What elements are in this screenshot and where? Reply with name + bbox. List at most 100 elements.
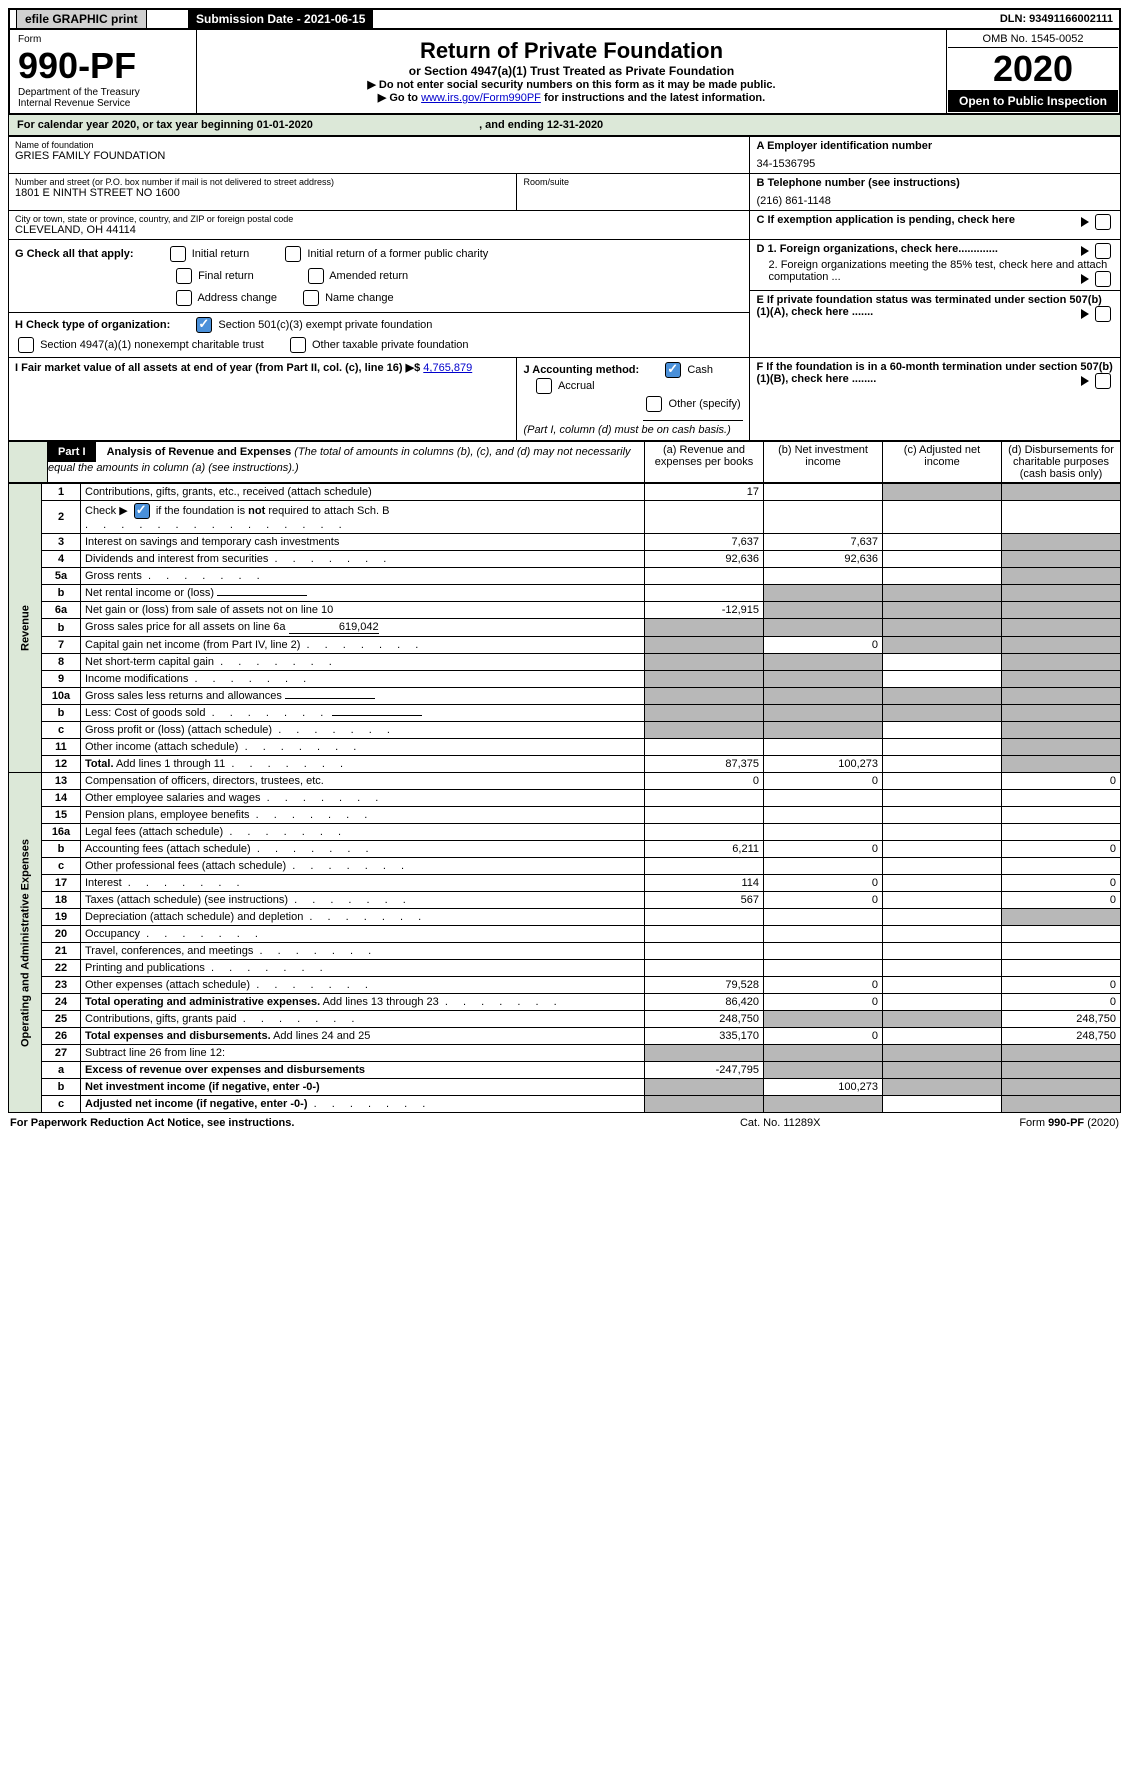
form-number: 990-PF bbox=[18, 45, 188, 87]
cell: 92,636 bbox=[645, 551, 764, 568]
row-desc: Interest on savings and temporary cash i… bbox=[81, 534, 645, 551]
cell: 79,528 bbox=[645, 977, 764, 994]
cell bbox=[764, 1096, 883, 1113]
cell bbox=[883, 1062, 1002, 1079]
d2-checkbox[interactable] bbox=[1095, 271, 1111, 287]
e-checkbox[interactable] bbox=[1095, 306, 1111, 322]
footer-mid: Cat. No. 11289X bbox=[682, 1115, 879, 1131]
j1-checkbox[interactable] bbox=[665, 362, 681, 378]
col-c: (c) Adjusted net income bbox=[883, 442, 1002, 483]
instr2-pre: ▶ Go to bbox=[378, 92, 421, 104]
table-row: 23Other expenses (attach schedule) . . .… bbox=[9, 977, 1121, 994]
irs: Internal Revenue Service bbox=[18, 98, 188, 109]
g1-label: Initial return bbox=[192, 248, 249, 260]
cell bbox=[645, 807, 764, 824]
table-row: 18Taxes (attach schedule) (see instructi… bbox=[9, 892, 1121, 909]
cy-mid: , and ending bbox=[479, 119, 547, 131]
table-row: 6aNet gain or (loss) from sale of assets… bbox=[9, 602, 1121, 619]
cell bbox=[883, 568, 1002, 585]
cell bbox=[764, 705, 883, 722]
f-checkbox[interactable] bbox=[1095, 373, 1111, 389]
row-desc: Net gain or (loss) from sale of assets n… bbox=[81, 602, 645, 619]
row-num: 4 bbox=[42, 551, 81, 568]
cell bbox=[883, 858, 1002, 875]
c-checkbox[interactable] bbox=[1095, 214, 1111, 230]
j2-checkbox[interactable] bbox=[536, 378, 552, 394]
row-desc: Dividends and interest from securities .… bbox=[81, 551, 645, 568]
open-public: Open to Public Inspection bbox=[948, 90, 1118, 112]
i-value[interactable]: 4,765,879 bbox=[423, 362, 472, 374]
row-desc: Printing and publications . . . . . . . bbox=[81, 960, 645, 977]
table-row: bNet investment income (if negative, ent… bbox=[9, 1079, 1121, 1096]
cell bbox=[764, 722, 883, 739]
g5-checkbox[interactable] bbox=[176, 290, 192, 306]
h-label: H Check type of organization: bbox=[15, 319, 170, 331]
cell bbox=[1002, 688, 1121, 705]
row-desc: Total operating and administrative expen… bbox=[81, 994, 645, 1011]
row-num: 8 bbox=[42, 654, 81, 671]
g3-label: Final return bbox=[198, 270, 254, 282]
cell bbox=[883, 943, 1002, 960]
table-row: 10aGross sales less returns and allowanc… bbox=[9, 688, 1121, 705]
cell bbox=[645, 654, 764, 671]
phone-label: B Telephone number (see instructions) bbox=[756, 177, 1114, 189]
cell bbox=[883, 688, 1002, 705]
cell: 6,211 bbox=[645, 841, 764, 858]
cell bbox=[883, 705, 1002, 722]
cell bbox=[883, 875, 1002, 892]
table-row: 22Printing and publications . . . . . . … bbox=[9, 960, 1121, 977]
entity-info: Name of foundation GRIES FAMILY FOUNDATI… bbox=[8, 136, 1121, 441]
row-desc: Accounting fees (attach schedule) . . . … bbox=[81, 841, 645, 858]
g3-checkbox[interactable] bbox=[176, 268, 192, 284]
cell bbox=[645, 671, 764, 688]
row-num: 20 bbox=[42, 926, 81, 943]
section-label: Operating and Administrative Expenses bbox=[9, 773, 42, 1113]
g1-checkbox[interactable] bbox=[170, 246, 186, 262]
cell bbox=[1002, 484, 1121, 501]
row-num: b bbox=[42, 1079, 81, 1096]
cell bbox=[1002, 501, 1121, 534]
cell: 0 bbox=[764, 841, 883, 858]
instr2: ▶ Go to www.irs.gov/Form990PF for instru… bbox=[205, 91, 938, 104]
cell: 7,637 bbox=[764, 534, 883, 551]
cell bbox=[1002, 705, 1121, 722]
cell bbox=[764, 1062, 883, 1079]
row-num: 2 bbox=[42, 501, 81, 534]
h3-checkbox[interactable] bbox=[290, 337, 306, 353]
form-link[interactable]: www.irs.gov/Form990PF bbox=[421, 92, 541, 104]
cell bbox=[883, 824, 1002, 841]
row-num: 5a bbox=[42, 568, 81, 585]
j2-label: Accrual bbox=[558, 380, 595, 392]
instr1: ▶ Do not enter social security numbers o… bbox=[205, 78, 938, 91]
table-row: 17Interest . . . . . . .11400 bbox=[9, 875, 1121, 892]
cell: 114 bbox=[645, 875, 764, 892]
cell: 100,273 bbox=[764, 756, 883, 773]
h1-checkbox[interactable] bbox=[196, 317, 212, 333]
table-row: cGross profit or (loss) (attach schedule… bbox=[9, 722, 1121, 739]
cell bbox=[764, 790, 883, 807]
cell bbox=[883, 892, 1002, 909]
row-desc: Depreciation (attach schedule) and deple… bbox=[81, 909, 645, 926]
g6-checkbox[interactable] bbox=[303, 290, 319, 306]
h2-checkbox[interactable] bbox=[18, 337, 34, 353]
table-row: 21Travel, conferences, and meetings . . … bbox=[9, 943, 1121, 960]
g4-label: Amended return bbox=[329, 270, 408, 282]
d1-checkbox[interactable] bbox=[1095, 243, 1111, 259]
dept: Department of the Treasury bbox=[18, 87, 188, 98]
cell: 92,636 bbox=[764, 551, 883, 568]
cell bbox=[764, 739, 883, 756]
table-row: 20Occupancy . . . . . . . bbox=[9, 926, 1121, 943]
row-desc: Excess of revenue over expenses and disb… bbox=[81, 1062, 645, 1079]
subtitle: or Section 4947(a)(1) Trust Treated as P… bbox=[205, 64, 938, 78]
j3-checkbox[interactable] bbox=[646, 396, 662, 412]
table-row: 8Net short-term capital gain . . . . . .… bbox=[9, 654, 1121, 671]
g2-checkbox[interactable] bbox=[285, 246, 301, 262]
g4-checkbox[interactable] bbox=[308, 268, 324, 284]
cell bbox=[883, 619, 1002, 637]
table-row: 26Total expenses and disbursements. Add … bbox=[9, 1028, 1121, 1045]
cell bbox=[1002, 568, 1121, 585]
h1-label: Section 501(c)(3) exempt private foundat… bbox=[218, 319, 432, 331]
address: 1801 E NINTH STREET NO 1600 bbox=[15, 187, 510, 199]
cell bbox=[764, 688, 883, 705]
cell bbox=[883, 739, 1002, 756]
